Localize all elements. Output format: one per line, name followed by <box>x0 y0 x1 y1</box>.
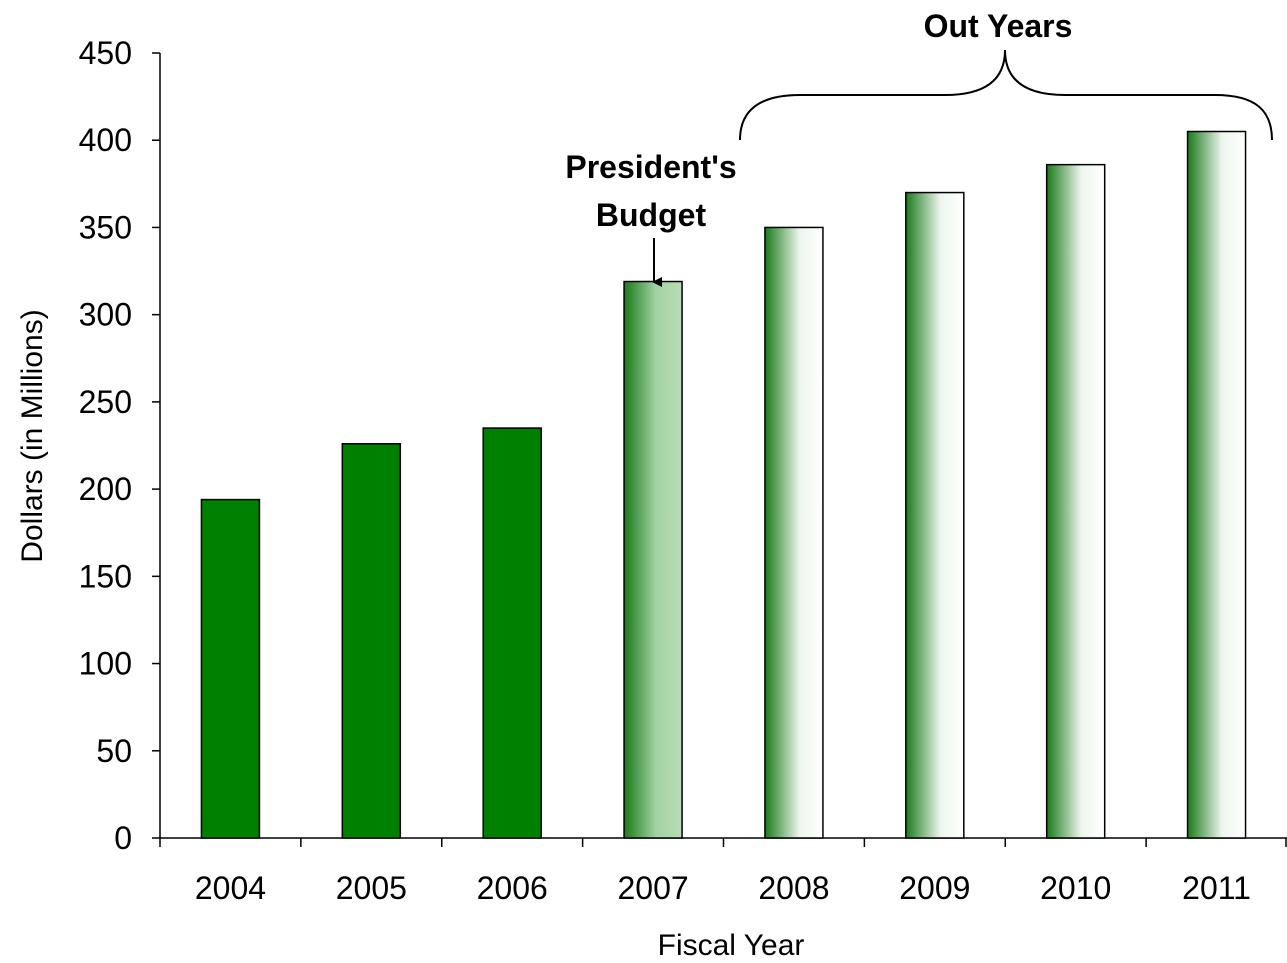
x-tick-label: 2009 <box>899 870 970 906</box>
bar-2008 <box>764 226 824 839</box>
y-tick-label: 400 <box>79 122 132 158</box>
bars <box>200 130 1247 839</box>
bar-2005 <box>341 443 402 839</box>
y-tick-label: 350 <box>79 209 132 245</box>
x-axis-title: Fiscal Year <box>658 929 805 962</box>
bar-2006 <box>482 427 542 839</box>
x-tick-label: 2006 <box>477 870 548 906</box>
presidents-budget-label-line2: Budget <box>596 197 707 233</box>
y-tick-label: 150 <box>79 558 132 594</box>
x-tick-label: 2011 <box>1182 870 1251 906</box>
y-tick-label: 450 <box>79 35 132 71</box>
y-axis-title: Dollars (in Millions) <box>16 309 49 562</box>
x-tick-label: 2005 <box>336 870 407 906</box>
annotations: President's Budget Out Years <box>565 8 1273 287</box>
y-tick-label: 200 <box>79 471 132 507</box>
bar-2007 <box>623 280 683 839</box>
bar-2010 <box>1045 163 1106 839</box>
presidents-budget-label-line1: President's <box>565 149 736 185</box>
bar-2009 <box>905 191 965 839</box>
out-years-label: Out Years <box>924 8 1073 44</box>
x-tick-label: 2010 <box>1040 870 1111 906</box>
bar-2011 <box>1186 130 1247 839</box>
y-tick-label: 300 <box>79 297 132 333</box>
y-tick-label: 100 <box>79 646 132 682</box>
x-tick-label: 2008 <box>758 870 829 906</box>
out-years-brace <box>739 49 1273 141</box>
bar-2004 <box>200 498 261 839</box>
x-axis: 2004 2005 2006 2007 2008 2009 2010 2011 <box>159 837 1287 906</box>
y-axis: 0 50 100 150 200 250 300 350 400 450 <box>79 35 161 856</box>
y-tick-label: 0 <box>114 820 132 856</box>
x-tick-label: 2004 <box>195 870 266 906</box>
x-tick-label: 2007 <box>617 870 688 906</box>
y-tick-label: 50 <box>96 733 132 769</box>
y-tick-label: 250 <box>79 384 132 420</box>
